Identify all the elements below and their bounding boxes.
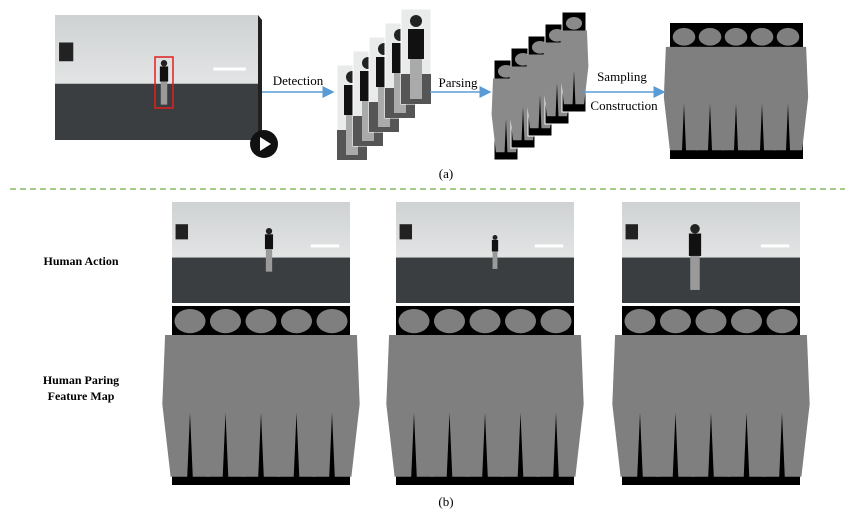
silhouette (559, 30, 589, 105)
silhouette (469, 309, 501, 334)
silhouette (767, 46, 809, 151)
person (408, 29, 424, 59)
scene-screen (59, 42, 74, 62)
silhouette (280, 309, 313, 334)
silhouette (398, 309, 430, 334)
silhouette (695, 309, 727, 334)
person (690, 255, 700, 290)
frame-edge (258, 15, 262, 142)
scene-screen (625, 224, 639, 240)
step-label: Parsing (439, 75, 479, 90)
silhouette (730, 309, 763, 334)
scene-table (213, 67, 246, 71)
scene-screen (399, 224, 413, 240)
silhouette (672, 28, 696, 46)
silhouette (433, 309, 466, 334)
scene-floor (55, 83, 258, 140)
person (160, 60, 168, 67)
scene-floor (396, 257, 574, 303)
silhouette (754, 334, 810, 477)
scene-floor (172, 257, 350, 303)
silhouette (766, 309, 798, 334)
scene-table (310, 244, 340, 248)
silhouette (565, 17, 583, 30)
caption: (b) (438, 494, 453, 509)
play-icon (260, 137, 271, 151)
scene-table (534, 244, 564, 248)
silhouette (316, 309, 348, 334)
silhouette (724, 28, 748, 46)
silhouette (624, 309, 656, 334)
step-label: Detection (273, 73, 324, 88)
person (690, 224, 700, 234)
person (160, 81, 168, 105)
silhouette (540, 309, 572, 334)
step-label: Sampling (597, 69, 647, 84)
person (265, 249, 273, 272)
person (491, 239, 499, 252)
silhouette (245, 309, 277, 334)
silhouette (174, 309, 206, 334)
person (159, 66, 169, 82)
illustrations (55, 8, 810, 485)
person (492, 235, 498, 240)
silhouette (698, 28, 722, 46)
person (688, 233, 702, 256)
scene-floor (622, 257, 800, 303)
silhouette (776, 28, 800, 46)
silhouette (304, 334, 360, 477)
silhouette (209, 309, 242, 334)
scene-screen (175, 224, 189, 240)
silhouette (659, 309, 692, 334)
person (492, 251, 498, 269)
person (410, 59, 422, 99)
silhouette (504, 309, 537, 334)
scene-table (760, 244, 790, 248)
person (265, 228, 273, 235)
silhouette (750, 28, 774, 46)
silhouette (528, 334, 584, 477)
detection-box (154, 56, 174, 109)
person (410, 15, 422, 27)
row-label: Human Paring (43, 373, 119, 387)
step-label: Construction (590, 98, 658, 113)
row-label: Human Action (43, 254, 118, 268)
row-label: Feature Map (48, 389, 115, 403)
caption: (a) (439, 166, 453, 181)
person (264, 234, 274, 250)
